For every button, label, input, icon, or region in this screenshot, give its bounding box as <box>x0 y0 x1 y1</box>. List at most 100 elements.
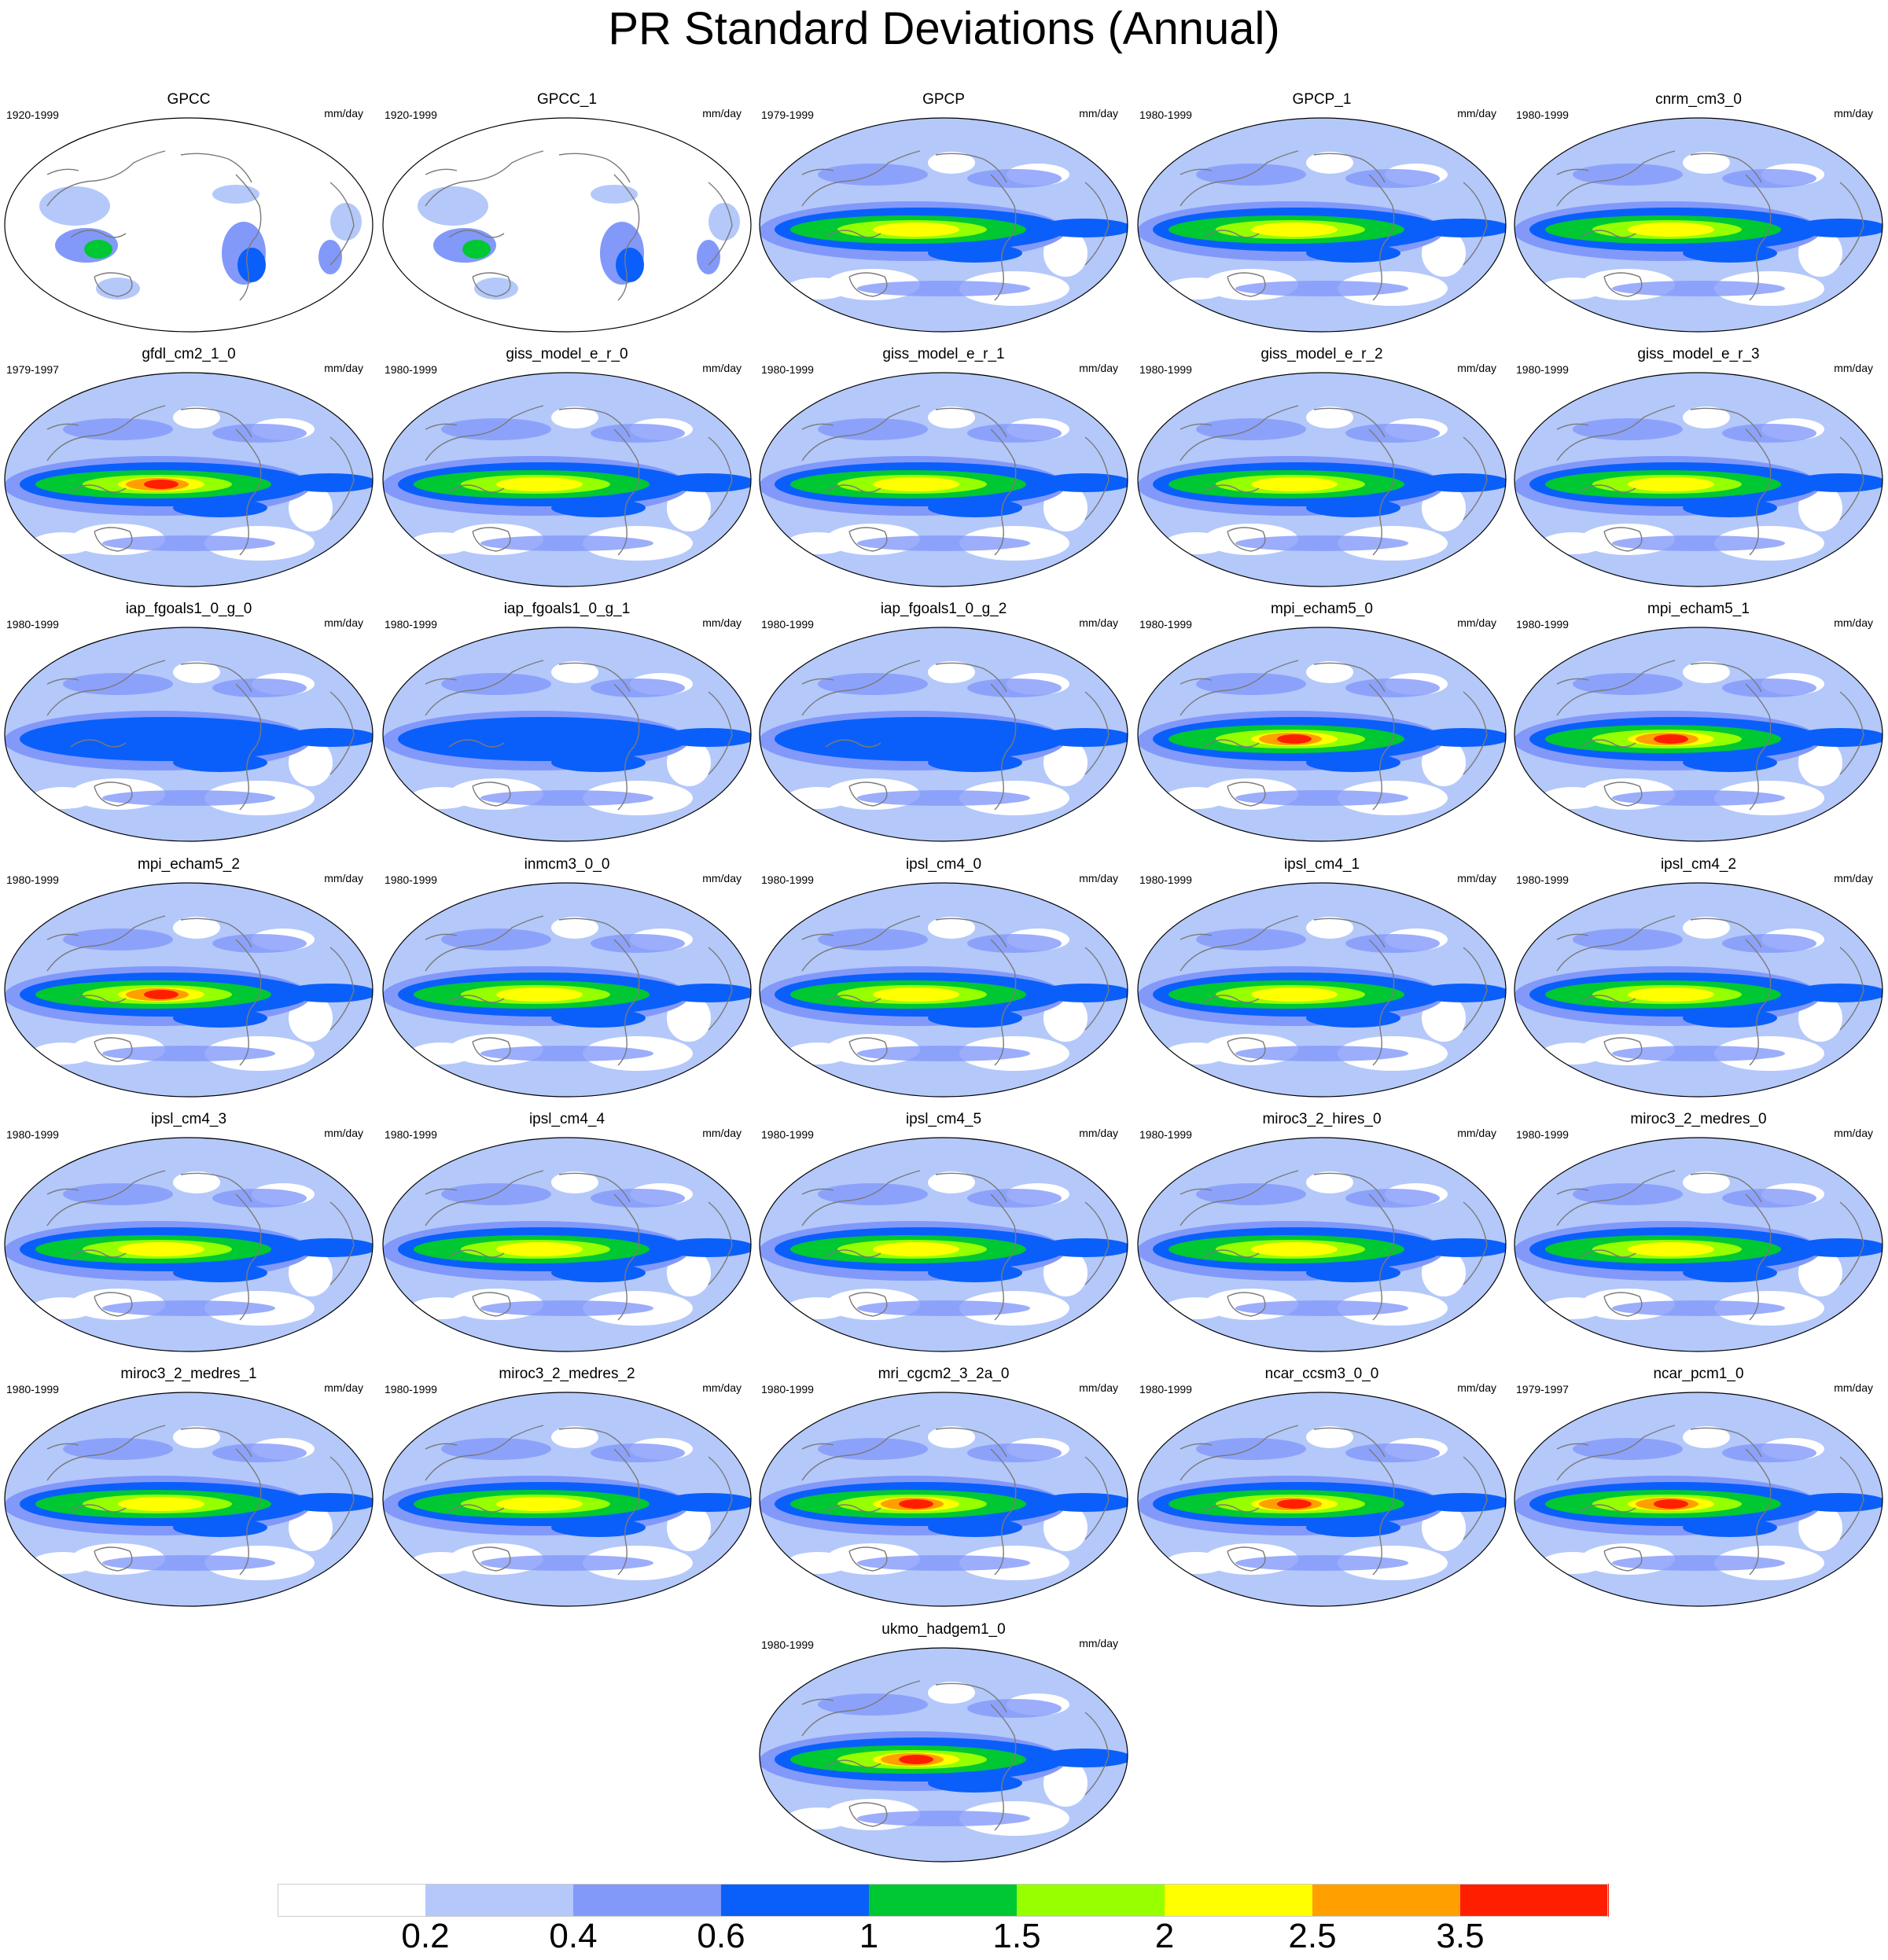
panel-title: gfdl_cm2_1_0 <box>142 346 236 362</box>
map-panel: ipsl_cm4_5 1980-1999 mm/day <box>755 1108 1132 1358</box>
map-panel: inmcm3_0_0 1980-1999 mm/day <box>378 853 756 1103</box>
map-field <box>759 627 1128 842</box>
map-field <box>759 1647 1128 1863</box>
map-panel: mpi_echam5_2 1980-1999 mm/day <box>0 853 377 1103</box>
panel-period: 1980-1999 <box>1139 1128 1192 1141</box>
panel-units: mm/day <box>1079 1381 1118 1394</box>
map-panel: ipsl_cm4_3 1980-1999 mm/day <box>0 1108 377 1358</box>
panel-title: miroc3_2_medres_1 <box>120 1366 257 1382</box>
panel-period: 1980-1999 <box>6 1128 59 1141</box>
map-field <box>4 627 374 842</box>
panel-title: mpi_echam5_1 <box>1647 601 1750 617</box>
panel-title: miroc3_2_hires_0 <box>1262 1111 1382 1127</box>
map-panel: giss_model_e_r_2 1980-1999 mm/day <box>1133 343 1511 593</box>
panel-title: ipsl_cm4_1 <box>1283 856 1360 873</box>
panel-title: ipsl_cm4_3 <box>150 1111 227 1127</box>
map-panel: giss_model_e_r_3 1980-1999 mm/day <box>1510 343 1887 593</box>
panel-title: ukmo_hadgem1_0 <box>881 1621 1006 1638</box>
panel-units: mm/day <box>1457 107 1496 120</box>
panel-units: mm/day <box>324 1381 363 1394</box>
panel-period: 1980-1999 <box>761 618 814 631</box>
figure-title: PR Standard Deviations (Annual) <box>608 3 1280 54</box>
panel-period: 1980-1999 <box>385 618 437 631</box>
map-panel: miroc3_2_medres_2 1980-1999 mm/day <box>378 1362 756 1612</box>
map-field <box>4 882 374 1098</box>
colorbar-tick-label: 2 <box>1154 1917 1175 1955</box>
panel-period: 1980-1999 <box>1139 363 1192 376</box>
map-panel: iap_fgoals1_0_g_0 1980-1999 mm/day <box>0 598 377 848</box>
panel-title: ncar_ccsm3_0_0 <box>1264 1366 1379 1382</box>
panel-units: mm/day <box>702 1381 742 1394</box>
panel-period: 1980-1999 <box>1516 618 1569 631</box>
colorbar-swatch <box>1165 1884 1313 1917</box>
colorbar-swatch <box>1460 1884 1609 1917</box>
map-panel: miroc3_2_medres_0 1980-1999 mm/day <box>1510 1108 1887 1358</box>
panel-units: mm/day <box>324 362 363 374</box>
panel-period: 1980-1999 <box>761 1128 814 1141</box>
colorbar-swatch <box>869 1884 1018 1917</box>
panel-title: miroc3_2_medres_2 <box>499 1366 635 1382</box>
panel-period: 1980-1999 <box>1516 108 1569 121</box>
panel-period: 1920-1999 <box>385 108 437 121</box>
map-field <box>382 627 752 842</box>
map-panel: iap_fgoals1_0_g_2 1980-1999 mm/day <box>755 598 1132 848</box>
map-field <box>1514 1392 1883 1607</box>
map-field <box>759 1392 1128 1607</box>
map-panel: mpi_echam5_0 1980-1999 mm/day <box>1133 598 1511 848</box>
colorbar-swatch <box>425 1884 574 1917</box>
panel-title: mpi_echam5_2 <box>138 856 240 873</box>
map-panel: ipsl_cm4_0 1980-1999 mm/day <box>755 853 1132 1103</box>
panel-period: 1980-1999 <box>6 618 59 631</box>
colorbar-tick-label: 1.5 <box>992 1917 1041 1955</box>
panel-units: mm/day <box>702 872 742 884</box>
map-field <box>759 372 1128 587</box>
panel-units: mm/day <box>1834 107 1873 120</box>
map-panel: ipsl_cm4_2 1980-1999 mm/day <box>1510 853 1887 1103</box>
panel-period: 1980-1999 <box>6 873 59 886</box>
panel-units: mm/day <box>1079 616 1118 629</box>
panel-units: mm/day <box>1457 872 1496 884</box>
map-field <box>1137 117 1507 333</box>
colorbar-tick-label: 2.5 <box>1288 1917 1337 1955</box>
map-field <box>759 1137 1128 1352</box>
map-field <box>1514 117 1883 333</box>
panel-period: 1980-1999 <box>1139 618 1192 631</box>
map-field <box>382 117 752 333</box>
panel-units: mm/day <box>702 1127 742 1139</box>
colorbar-labels: 0.2 0.4 0.6 1 1.5 2 2.5 3.5 <box>0 1917 1888 1960</box>
panel-period: 1980-1999 <box>1516 1128 1569 1141</box>
map-panel: ipsl_cm4_4 1980-1999 mm/day <box>378 1108 756 1358</box>
panel-units: mm/day <box>702 362 742 374</box>
panel-period: 1980-1999 <box>385 1128 437 1141</box>
panel-period: 1980-1999 <box>1139 108 1192 121</box>
panel-period: 1980-1999 <box>1139 873 1192 886</box>
panel-units: mm/day <box>1834 872 1873 884</box>
panel-title: miroc3_2_medres_0 <box>1630 1111 1767 1127</box>
map-panel: mri_cgcm2_3_2a_0 1980-1999 mm/day <box>755 1362 1132 1612</box>
panel-units: mm/day <box>1079 362 1118 374</box>
map-panel: GPCP_1 1980-1999 mm/day <box>1133 88 1511 338</box>
panel-period: 1980-1999 <box>385 873 437 886</box>
map-field <box>382 1137 752 1352</box>
panel-title: ipsl_cm4_2 <box>1660 856 1737 873</box>
panel-units: mm/day <box>1079 107 1118 120</box>
map-field <box>759 117 1128 333</box>
panel-period: 1980-1999 <box>761 873 814 886</box>
map-field <box>1514 372 1883 587</box>
map-panel: GPCP 1979-1999 mm/day <box>755 88 1132 338</box>
map-field <box>4 1137 374 1352</box>
map-field <box>1514 627 1883 842</box>
panel-units: mm/day <box>1457 1381 1496 1394</box>
map-field <box>4 117 374 333</box>
map-panel: ipsl_cm4_1 1980-1999 mm/day <box>1133 853 1511 1103</box>
panel-period: 1980-1999 <box>761 363 814 376</box>
map-field <box>1137 1137 1507 1352</box>
panel-title: mpi_echam5_0 <box>1271 601 1373 617</box>
colorbar-swatch <box>1312 1884 1461 1917</box>
map-panel: giss_model_e_r_1 1980-1999 mm/day <box>755 343 1132 593</box>
panel-units: mm/day <box>1834 1127 1873 1139</box>
panel-units: mm/day <box>1457 362 1496 374</box>
panel-title: ipsl_cm4_5 <box>905 1111 982 1127</box>
panel-title: giss_model_e_r_3 <box>1637 346 1760 362</box>
panel-title: iap_fgoals1_0_g_1 <box>503 601 631 617</box>
